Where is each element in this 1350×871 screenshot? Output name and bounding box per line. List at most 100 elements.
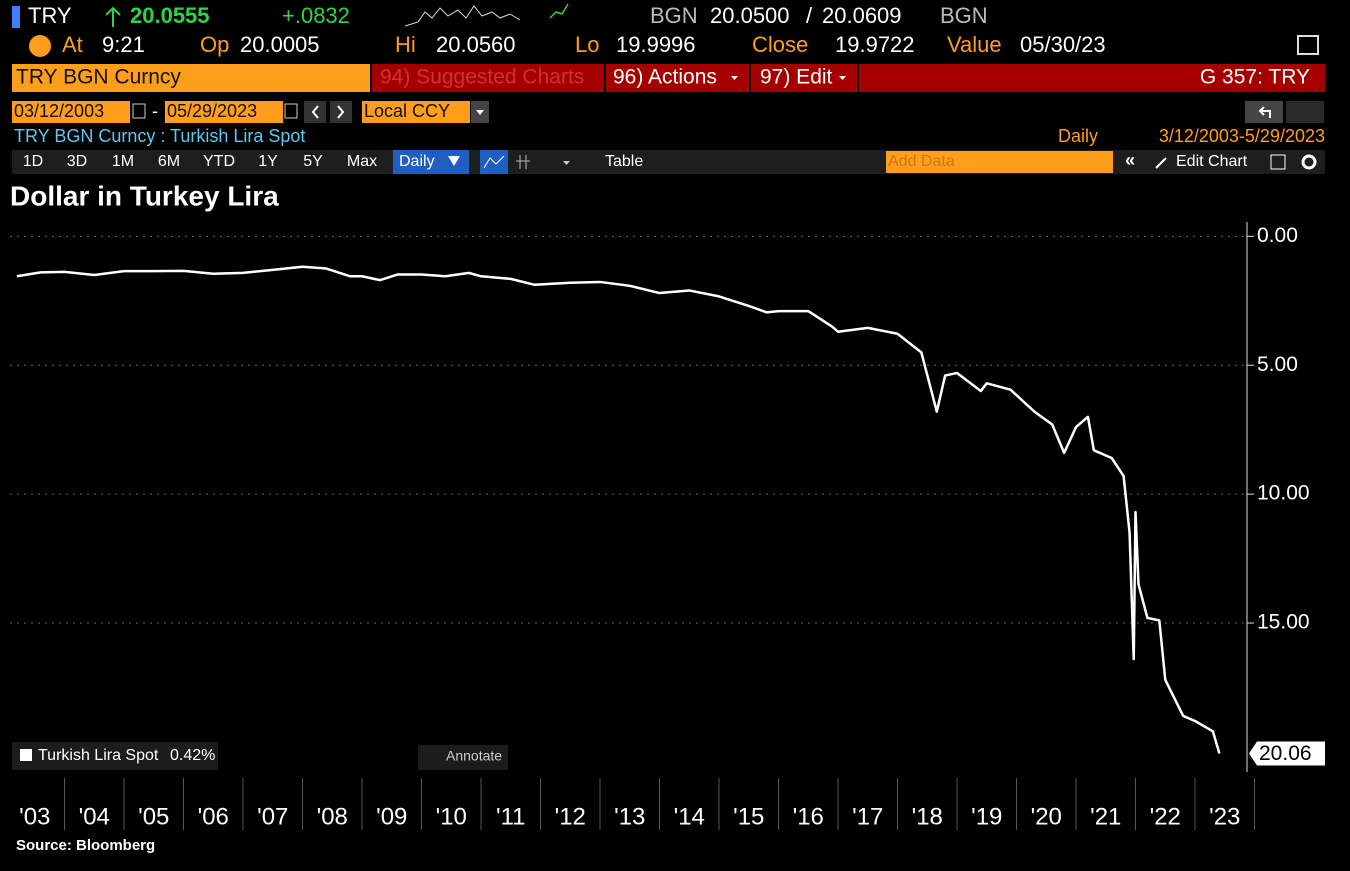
redo-button[interactable] <box>1286 101 1324 123</box>
date-separator: - <box>152 101 158 121</box>
change: +.0832 <box>282 3 350 28</box>
last-value-label: 20.06 <box>1259 742 1312 765</box>
x-tick-label: '12 <box>555 803 586 830</box>
axes: 0.00 5.00 10.00 15.00 '03 '04 '05 '06 '07 '08 '09 '… <box>10 224 1310 830</box>
x-tick-label: '03 <box>19 803 50 830</box>
x-tick-label: '19 <box>971 803 1002 830</box>
x-tick-label: '14 <box>674 803 705 830</box>
last-price: 20.0555 <box>130 3 210 28</box>
alert-icon[interactable] <box>29 35 51 57</box>
table-button[interactable]: Table <box>605 153 643 170</box>
y-tick-label: 15.00 <box>1257 611 1310 634</box>
pencil-icon <box>1155 157 1167 169</box>
up-arrow <box>105 6 121 27</box>
end-date-box[interactable] <box>165 101 283 123</box>
start-date-box[interactable] <box>12 101 130 123</box>
edit-menu[interactable]: 97) Edit <box>760 66 833 89</box>
daily: Daily <box>399 153 435 170</box>
dropdown-arrow <box>476 110 484 115</box>
x-tick-label: '16 <box>793 803 824 830</box>
source-note: Source: Bloomberg <box>16 837 155 854</box>
x-tick-label: '22 <box>1150 803 1181 830</box>
popout-icon[interactable] <box>1297 35 1319 55</box>
actions-menu[interactable]: 96) Actions <box>613 66 717 89</box>
dropdown-arrow <box>448 156 460 166</box>
legend-swatch <box>20 749 32 761</box>
label: Lo <box>575 32 599 57</box>
line-icon <box>483 155 505 169</box>
x-tick-label: '20 <box>1031 803 1062 830</box>
dropdown-arrow[interactable] <box>563 161 570 165</box>
security-description: TRY BGN Curncy : Turkish Lira Spot <box>14 126 305 146</box>
next-icon <box>337 105 345 119</box>
x-tick-label: '09 <box>376 803 407 830</box>
dropdown-arrow <box>839 76 846 80</box>
calendar-icon[interactable] <box>284 103 298 119</box>
x-tick-label: '13 <box>614 803 645 830</box>
tick-sparkline <box>549 3 569 19</box>
range-button[interactable]: Max <box>347 153 377 170</box>
end-date: 05/29/2023 <box>167 101 257 121</box>
y-tick-label: 0.00 <box>1257 224 1298 247</box>
x-tick-label: '23 <box>1209 803 1240 830</box>
x-tick-label: '08 <box>317 803 348 830</box>
add-data-box[interactable] <box>886 151 1113 173</box>
label: Value <box>947 32 1002 57</box>
label: Op <box>200 32 229 57</box>
security: TRY BGN Curncy <box>16 66 181 89</box>
security-box[interactable] <box>12 64 370 92</box>
x-tick-label: '17 <box>852 803 883 830</box>
period: Daily <box>1058 126 1098 146</box>
y-tick-label: 10.00 <box>1257 482 1310 505</box>
range-button[interactable]: 1M <box>112 153 134 170</box>
start-date: 03/12/2003 <box>14 101 104 121</box>
date-range: 3/12/2003-5/29/2023 <box>1159 126 1325 146</box>
bar-icon[interactable] <box>516 155 530 169</box>
function-code: G 357: TRY <box>1200 66 1310 89</box>
value-date: 05/30/23 <box>1020 32 1106 57</box>
low: 19.9996 <box>616 32 696 57</box>
range-button[interactable]: 6M <box>158 153 180 170</box>
range-button[interactable]: 1D <box>23 153 43 170</box>
ticker: TRY <box>28 3 72 28</box>
range-button[interactable]: 1Y <box>258 153 278 170</box>
currency: Local CCY <box>364 101 450 121</box>
gear-icon[interactable] <box>1301 154 1317 170</box>
undo-icon <box>1258 106 1271 118</box>
label: At <box>62 32 83 57</box>
x-tick-label: '21 <box>1090 803 1121 830</box>
dropdown-arrow <box>731 76 738 80</box>
prev-icon <box>311 105 319 119</box>
suggested-charts[interactable]: 94) Suggested Charts <box>380 66 584 89</box>
settings-icon[interactable] <box>1270 154 1286 170</box>
x-tick-label: '04 <box>79 803 110 830</box>
prev-button[interactable] <box>304 101 326 123</box>
calendar-icon[interactable] <box>132 103 146 119</box>
collapse-button[interactable]: « <box>1125 150 1135 170</box>
currency-box[interactable] <box>362 101 470 123</box>
range-button[interactable]: 3D <box>67 153 87 170</box>
range-buttons: 1D 3D 1M 6M YTD 1Y 5Y Max <box>23 153 377 170</box>
source: BGN <box>650 3 698 28</box>
label: Hi <box>395 32 416 57</box>
range-button[interactable]: 5Y <box>303 153 323 170</box>
range-button[interactable]: YTD <box>203 153 235 170</box>
legend-change: 0.42% <box>170 747 215 764</box>
legend-label: Turkish Lira Spot <box>38 747 159 764</box>
x-tick-label: '07 <box>257 803 288 830</box>
edit-chart-button[interactable]: Edit Chart <box>1176 153 1248 170</box>
high: 20.0560 <box>436 32 516 57</box>
x-tick-label: '10 <box>436 803 467 830</box>
open: 20.0005 <box>240 32 320 57</box>
x-tick-label: '06 <box>198 803 229 830</box>
close: 19.9722 <box>835 32 915 57</box>
sparkline <box>404 5 521 27</box>
next-button[interactable] <box>330 101 352 123</box>
time: 9:21 <box>102 32 145 57</box>
annotate-button[interactable] <box>418 745 508 770</box>
x-tick-label: '11 <box>496 803 526 830</box>
x-tick-label: '15 <box>733 803 764 830</box>
chart-title: Dollar in Turkey Lira <box>10 180 279 211</box>
